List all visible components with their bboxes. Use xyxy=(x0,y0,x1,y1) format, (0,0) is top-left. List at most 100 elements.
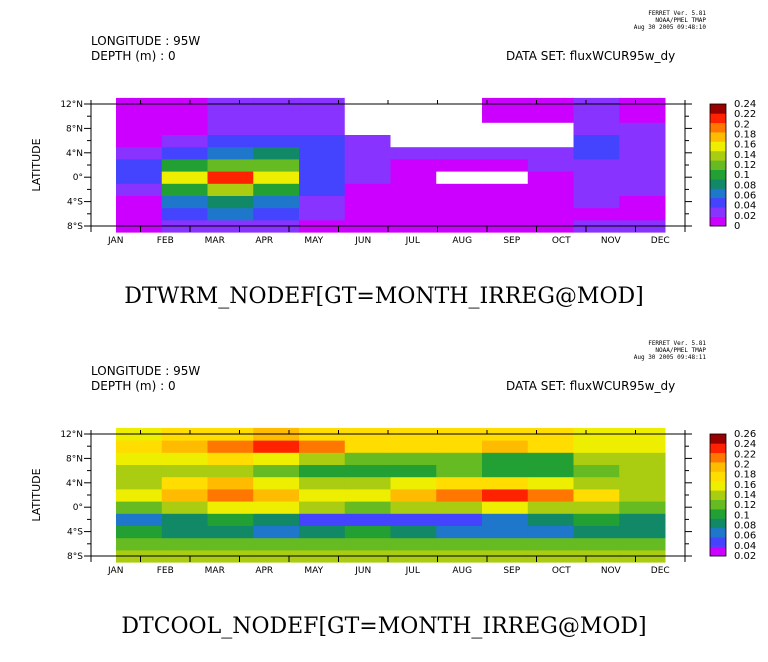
colorbar-label: 0.26 xyxy=(734,429,756,440)
colorbar-label: 0.02 xyxy=(734,551,756,562)
heatmap-cell xyxy=(116,525,163,539)
colorbar-swatch xyxy=(710,462,726,472)
heatmap-cell xyxy=(482,525,529,539)
heatmap-cell xyxy=(573,158,620,172)
heatmap-cell xyxy=(527,146,574,160)
heatmap-cell xyxy=(299,134,346,148)
heatmap-cell xyxy=(253,146,300,160)
x-tick-label: MAY xyxy=(304,236,323,246)
heatmap-cell xyxy=(482,122,529,135)
y-tick-label: 8°N xyxy=(66,454,83,464)
heatmap-cell xyxy=(299,158,346,172)
heatmap-cell xyxy=(344,171,391,184)
heatmap-cell xyxy=(390,171,437,184)
heatmap-cell xyxy=(436,195,483,209)
heatmap-cell xyxy=(116,183,163,196)
heatmap-cell xyxy=(299,525,346,539)
x-tick-label: NOV xyxy=(601,566,622,576)
heatmap-cell xyxy=(436,537,483,551)
colorbar-label: 0.2 xyxy=(734,460,750,471)
heatmap-cell xyxy=(116,171,163,184)
colorbar-label: 0.08 xyxy=(734,180,756,191)
x-tick-label: AUG xyxy=(452,566,472,576)
heatmap-cell xyxy=(299,110,346,123)
heatmap-cell xyxy=(527,440,574,453)
heatmap-cell xyxy=(436,122,483,135)
colorbar-label: 0.16 xyxy=(734,140,756,151)
heatmap-cell xyxy=(344,537,391,551)
heatmap-cell xyxy=(482,452,529,465)
heatmap-cell xyxy=(344,195,391,209)
colorbar-swatch xyxy=(710,490,726,500)
heatmap-cell xyxy=(619,134,666,148)
heatmap-cells xyxy=(116,427,666,563)
heatmap-cell xyxy=(619,158,666,172)
colorbar-swatch xyxy=(710,160,726,170)
heatmap-cell xyxy=(161,464,208,478)
chart-panel-1: FERRET Ver. 5.81 NOAA/PMEL TMAP Aug 30 2… xyxy=(0,0,768,330)
heatmap-cell xyxy=(344,146,391,160)
heatmap-cell xyxy=(344,440,391,453)
colorbar-label: 0.14 xyxy=(734,490,756,501)
heatmap-cell xyxy=(573,488,620,502)
colorbar-swatch xyxy=(710,104,726,114)
colorbar-label: 0.1 xyxy=(734,510,750,521)
heatmap-cell xyxy=(527,110,574,123)
heatmap-cell xyxy=(116,158,163,172)
heatmap-cell xyxy=(161,122,208,135)
heatmap-cell xyxy=(482,501,529,514)
heatmap-cell xyxy=(573,110,620,123)
colorbar-label: 0.12 xyxy=(734,500,756,511)
heatmap-cell xyxy=(299,501,346,514)
colorbar-label: 0.02 xyxy=(734,211,756,222)
heatmap-cell xyxy=(207,476,254,490)
colorbar-swatch xyxy=(710,179,726,189)
y-tick-label: 12°N xyxy=(60,430,83,440)
x-tick-label: MAY xyxy=(304,566,323,576)
heatmap-cell xyxy=(482,158,529,172)
heatmap-cell xyxy=(436,110,483,123)
heatmap-cell xyxy=(390,195,437,209)
chart-title: DTCOOL_NODEF[GT=MONTH_IRREG@MOD] xyxy=(121,614,647,639)
heatmap-cell xyxy=(527,122,574,135)
colorbar-swatch xyxy=(710,546,726,557)
heatmap-cell xyxy=(527,195,574,209)
heatmap-cell xyxy=(207,134,254,148)
heatmap-cell xyxy=(619,537,666,551)
x-tick-label: APR xyxy=(255,566,273,576)
colorbar-label: 0.12 xyxy=(734,160,756,171)
heatmap-cell xyxy=(299,195,346,209)
colorbar-swatch xyxy=(710,150,726,161)
heatmap-cell xyxy=(299,440,346,453)
heatmap-cell xyxy=(253,171,300,184)
colorbar-label: 0.04 xyxy=(734,541,756,552)
colorbar-swatch xyxy=(710,207,726,217)
heatmap-cell xyxy=(390,146,437,160)
heatmap-cell xyxy=(253,134,300,148)
heatmap-cell xyxy=(344,476,391,490)
colorbar-label: 0 xyxy=(734,221,740,232)
colorbar-frame xyxy=(709,433,727,557)
colorbar-swatch xyxy=(710,509,726,519)
heatmap-cell xyxy=(116,464,163,478)
heatmap-cell xyxy=(344,452,391,465)
x-tick-label: FEB xyxy=(157,566,174,576)
heatmap-cell xyxy=(116,476,163,490)
heatmap-cell xyxy=(207,452,254,465)
heatmap-cell xyxy=(253,195,300,209)
heatmap-cell xyxy=(116,146,163,160)
stamp-line: Aug 30 2005 09:48:11 xyxy=(633,354,706,361)
colorbar-frame xyxy=(709,103,727,227)
colorbar-label: 0.16 xyxy=(734,480,756,491)
heatmap-cell xyxy=(619,488,666,502)
heatmap-cell xyxy=(161,146,208,160)
heatmap-cell xyxy=(299,171,346,184)
x-tick-label: MAR xyxy=(205,566,225,576)
x-tick-label: JUN xyxy=(354,236,371,246)
heatmap-cell xyxy=(390,440,437,453)
heatmap-chart: JAN FEB MAR APR MAY JUN JUL AUG SEP OCT NOV DEC 12°N… xyxy=(30,97,756,246)
heatmap-cell xyxy=(619,110,666,123)
heatmap-cell xyxy=(161,501,208,514)
heatmap-cell xyxy=(207,537,254,551)
heatmap-cell xyxy=(436,171,483,184)
